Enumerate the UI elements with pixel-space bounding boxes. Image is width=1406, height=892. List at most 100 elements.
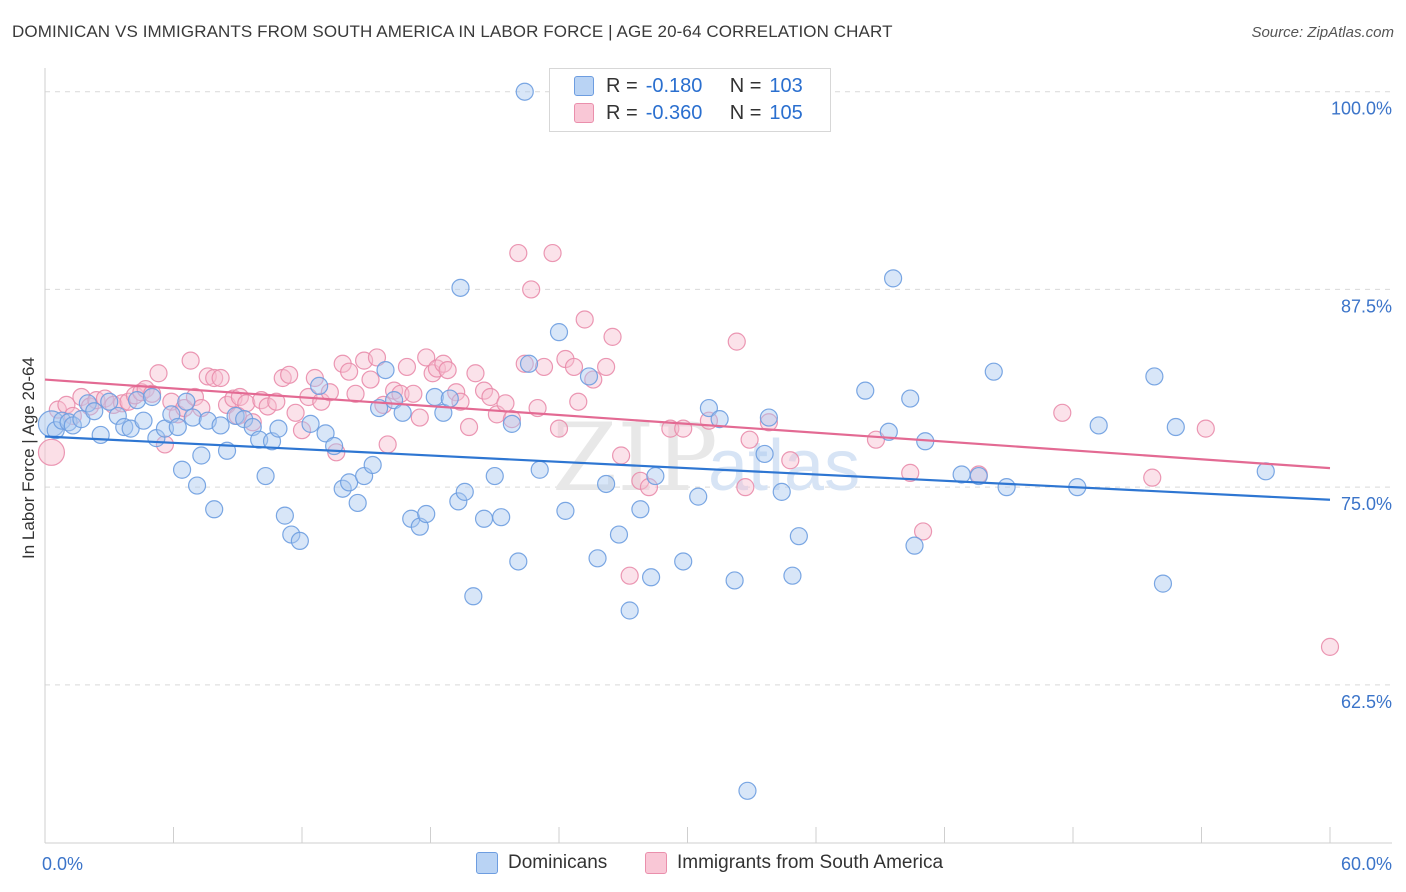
point-dominicans: [905, 536, 924, 555]
point-dominicans: [597, 474, 616, 494]
point-dominicans: [474, 509, 494, 528]
point-dominicans: [674, 552, 693, 571]
point-dominicans: [641, 568, 661, 587]
point-dominicans: [609, 525, 629, 544]
point-immigrants-south-america: [1196, 419, 1215, 438]
point-immigrants-south-america: [620, 566, 639, 585]
point-dominicans: [115, 417, 134, 437]
chart-source: Source: ZipAtlas.com: [1251, 24, 1394, 41]
point-dominicans: [440, 389, 459, 408]
point-immigrants-south-america: [410, 408, 429, 427]
point-dominicans: [91, 425, 110, 445]
point-immigrants-south-america: [901, 463, 920, 482]
legend-item-immigrants[interactable]: Immigrants from South America: [645, 852, 943, 874]
point-dominicans: [997, 478, 1016, 497]
point-immigrants-south-america: [1320, 637, 1340, 656]
point-immigrants-south-america: [346, 384, 365, 403]
point-dominicans: [53, 411, 72, 430]
point-immigrants-south-america: [181, 351, 200, 370]
point-dominicans: [168, 417, 187, 437]
point-dominicans: [620, 601, 639, 620]
point-immigrants-south-america: [575, 310, 594, 329]
point-immigrants-south-america: [185, 387, 205, 407]
point-dominicans: [588, 549, 607, 568]
point-immigrants-south-america: [509, 243, 528, 263]
point-dominicans: [579, 367, 599, 386]
point-immigrants-south-america: [515, 354, 534, 373]
point-dominicans: [455, 482, 474, 501]
point-dominicans: [901, 389, 920, 408]
point-immigrants-south-america: [451, 392, 470, 411]
legend-label: Immigrants from South America: [677, 852, 944, 873]
point-dominicans: [192, 446, 211, 465]
point-dominicans: [969, 466, 988, 486]
trend-lines: [44, 378, 1331, 501]
point-dominicans: [127, 391, 147, 410]
legend-swatch-blue: [476, 852, 498, 874]
point-immigrants-south-america: [466, 364, 485, 383]
r-value: -0.360: [645, 101, 703, 124]
point-dominicans: [492, 508, 511, 527]
point-dominicans: [710, 410, 729, 429]
legend-swatch-pink: [645, 852, 667, 874]
correlation-legend: R = -0.180 N = 103 R = -0.360 N = 105: [549, 68, 831, 132]
point-dominicans: [177, 392, 196, 411]
point-dominicans: [519, 354, 539, 373]
point-dominicans: [108, 406, 127, 426]
point-dominicans: [376, 360, 395, 380]
point-immigrants-south-america: [543, 243, 562, 263]
point-immigrants-south-america: [564, 357, 584, 377]
point-dominicans: [85, 402, 104, 421]
point-dominicans: [738, 781, 757, 800]
point-dominicans: [275, 506, 294, 525]
point-immigrants-south-america: [361, 370, 380, 389]
point-immigrants-south-america: [603, 327, 622, 346]
point-immigrants-south-america: [211, 368, 230, 388]
point-immigrants-south-america: [781, 451, 800, 470]
legend-row-immigrants: R = -0.360 N = 105: [574, 100, 803, 126]
legend-label: Dominicans: [508, 852, 608, 873]
point-immigrants-south-america: [534, 357, 554, 377]
point-dominicans: [142, 387, 162, 407]
y-tick-label: 87.5%: [1341, 296, 1392, 316]
point-dominicans: [631, 500, 650, 519]
x-tick-label: 60.0%: [1341, 854, 1392, 874]
point-immigrants-south-america: [661, 419, 680, 438]
n-label: N =: [729, 101, 762, 124]
y-tick-label: 62.5%: [1341, 692, 1392, 712]
point-dominicans: [856, 381, 875, 400]
point-immigrants-south-america: [522, 280, 541, 299]
point-dominicans: [530, 460, 549, 479]
point-immigrants-south-america: [759, 413, 778, 432]
point-dominicans: [485, 466, 504, 486]
y-tick-label: 75.0%: [1341, 494, 1392, 514]
legend-item-dominicans[interactable]: Dominicans: [476, 852, 607, 874]
point-dominicans: [879, 422, 898, 441]
point-immigrants-south-america: [267, 392, 286, 411]
point-dominicans: [310, 376, 329, 396]
point-dominicans: [417, 504, 436, 524]
tick-labels: 100.0% 87.5% 75.0% 62.5% 0.0% 60.0%: [42, 99, 1392, 874]
point-dominicans: [187, 476, 207, 495]
point-dominicans: [646, 466, 665, 486]
point-immigrants-south-america: [496, 394, 515, 413]
point-dominicans: [211, 416, 230, 435]
point-immigrants-south-america: [1143, 468, 1162, 487]
point-immigrants-south-america: [569, 392, 588, 411]
point-dominicans: [172, 460, 192, 479]
point-dominicans: [290, 531, 309, 551]
point-immigrants-south-america: [397, 357, 417, 377]
point-dominicans: [783, 566, 802, 585]
y-axis-label: In Labor Force | Age 20-64: [19, 357, 38, 559]
n-value: 105: [769, 101, 803, 124]
point-immigrants-south-america: [502, 410, 521, 429]
point-immigrants-south-america: [280, 365, 299, 384]
point-immigrants-south-america: [237, 394, 256, 413]
point-dominicans: [1089, 416, 1108, 435]
point-immigrants-south-america: [639, 478, 659, 497]
point-dominicans: [515, 82, 534, 101]
point-dominicans: [556, 501, 575, 520]
point-immigrants-south-america: [286, 403, 305, 422]
point-dominicans: [348, 493, 367, 513]
point-dominicans: [464, 587, 483, 606]
